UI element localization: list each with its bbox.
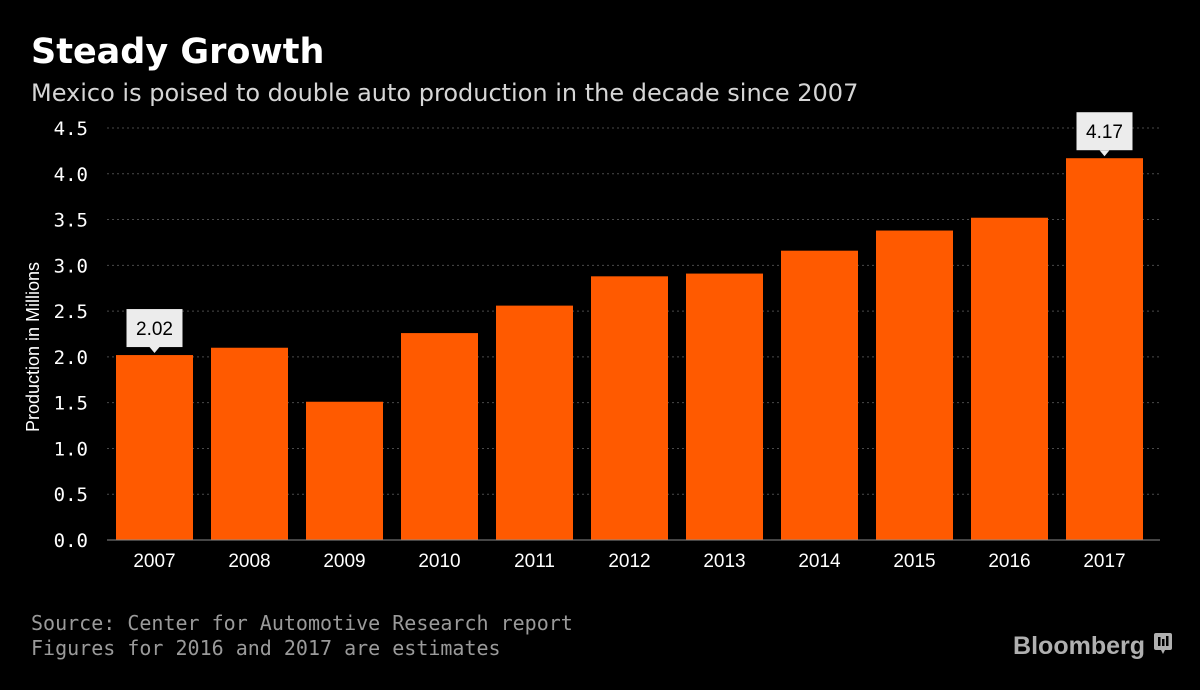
x-tick-label: 2015 (893, 551, 935, 572)
x-tick-label: 2017 (1083, 551, 1125, 572)
source-note: Source: Center for Automotive Research r… (31, 611, 573, 635)
estimates-note: Figures for 2016 and 2017 are estimates (31, 636, 501, 660)
y-axis-ticks: 0.0 0.5 1.0 1.5 2.0 2.5 3.0 3.5 4.0 4.5 (54, 118, 88, 552)
bar-2007 (116, 355, 193, 540)
x-axis-ticks: 2007 2008 2009 2010 2011 2012 2013 2014 2015 2016… (133, 551, 1125, 572)
x-tick-label: 2009 (323, 551, 365, 572)
bar-2013 (686, 273, 763, 540)
y-tick-label: 4.5 (54, 118, 88, 140)
bar-2015 (876, 230, 953, 540)
value-callouts: 2.02 4.17 (126, 112, 1133, 354)
bar-2012 (591, 276, 668, 540)
x-tick-label: 2007 (133, 551, 175, 572)
y-tick-label: 0.5 (54, 484, 88, 506)
x-tick-label: 2013 (703, 551, 745, 572)
callout-2017: 4.17 (1076, 112, 1133, 157)
bloomberg-logo: Bloomberg (1013, 632, 1145, 660)
bar-2017 (1066, 158, 1143, 541)
callout-2007: 2.02 (126, 309, 183, 354)
y-tick-label: 1.0 (54, 438, 88, 460)
y-tick-label: 0.0 (54, 530, 88, 552)
bar-2009 (306, 401, 383, 540)
x-tick-label: 2010 (418, 551, 460, 572)
y-tick-label: 1.5 (54, 393, 88, 415)
y-tick-label: 4.0 (54, 164, 88, 186)
y-axis-label: Production in Millions (23, 262, 43, 432)
x-tick-label: 2014 (798, 551, 841, 572)
bar-2010 (401, 333, 478, 540)
callout-pointer (149, 347, 160, 354)
y-tick-label: 2.5 (54, 301, 88, 323)
callout-pointer (1099, 150, 1110, 157)
bar-2011 (496, 305, 573, 540)
callout-box (1076, 112, 1133, 151)
bar-2016 (971, 217, 1048, 541)
callout-box (126, 309, 183, 348)
y-tick-label: 2.0 (54, 347, 88, 369)
bar-2014 (781, 250, 858, 540)
bar-2008 (211, 347, 288, 540)
x-tick-label: 2012 (608, 551, 650, 572)
x-tick-label: 2011 (514, 551, 555, 572)
bars (116, 158, 1143, 541)
callout-label: 4.17 (1086, 122, 1123, 143)
chart-title: Steady Growth (31, 32, 324, 72)
callout-label: 2.02 (136, 319, 173, 340)
bloomberg-terminal-icon (1154, 633, 1172, 654)
x-tick-label: 2016 (988, 551, 1030, 572)
x-tick-label: 2008 (228, 551, 270, 572)
y-tick-label: 3.5 (54, 210, 88, 232)
chart-subtitle: Mexico is poised to double auto producti… (31, 79, 858, 107)
y-tick-label: 3.0 (54, 255, 88, 277)
